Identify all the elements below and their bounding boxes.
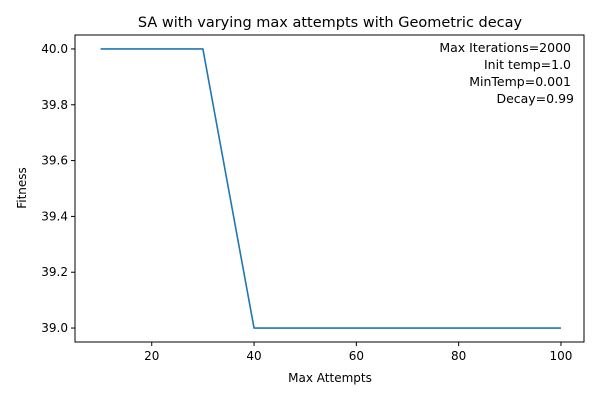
annotation-line-4: Decay=0.99: [496, 91, 574, 106]
annotation-line-2: Init temp=1.0: [484, 57, 571, 72]
y-tick-label: 39.4: [41, 209, 68, 223]
chart-title: SA with varying max attempts with Geomet…: [138, 15, 523, 31]
series-layer: [100, 48, 561, 329]
y-tick-label: 39.0: [41, 321, 68, 335]
y-axis-label: Fitness: [15, 167, 29, 209]
annotation-line-3: MinTemp=0.001: [469, 74, 571, 89]
x-tick-label: 100: [550, 349, 573, 363]
plot-area: 20 40 60 80 100 39.0 39.2 39.4 39.6 39.8 40.0 Max…: [41, 34, 585, 363]
x-axis: 20 40 60 80 100: [144, 342, 572, 363]
parameter-annotation: Max Iterations=2000 Init temp=1.0 MinTem…: [439, 40, 574, 106]
y-axis: 39.0 39.2 39.4 39.6 39.8 40.0: [41, 42, 75, 335]
x-tick-label: 80: [451, 349, 466, 363]
y-tick-label: 39.2: [41, 265, 68, 279]
y-tick-label: 40.0: [41, 42, 68, 56]
x-tick-label: 60: [349, 349, 364, 363]
y-tick-label: 39.8: [41, 98, 68, 112]
annotation-line-1: Max Iterations=2000: [439, 40, 571, 55]
x-tick-label: 40: [246, 349, 261, 363]
plot-frame: [74, 34, 585, 343]
x-axis-label: Max Attempts: [288, 371, 372, 385]
y-tick-label: 39.6: [41, 154, 68, 168]
series-line: [100, 48, 561, 329]
x-tick-label: 20: [144, 349, 159, 363]
